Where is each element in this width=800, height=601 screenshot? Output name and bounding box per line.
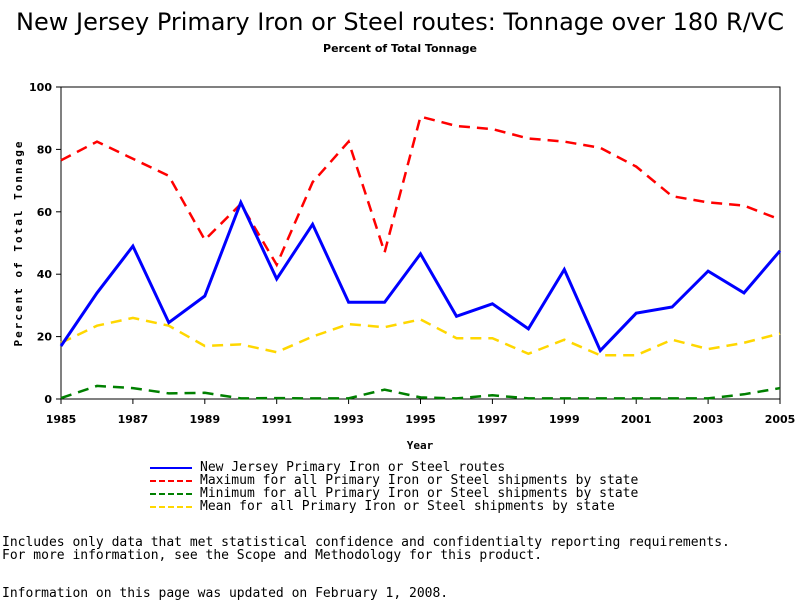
note-methodology: For more information, see the Scope and …	[2, 548, 543, 563]
x-tick-label: 1997	[477, 413, 508, 426]
x-tick-label: 1993	[333, 413, 364, 426]
series-line-2	[60, 384, 781, 400]
chart-title: New Jersey Primary Iron or Steel routes:…	[16, 8, 784, 36]
y-tick-label: 60	[37, 206, 53, 219]
y-tick-label: 100	[29, 81, 52, 94]
x-tick-label: 2003	[693, 413, 724, 426]
series-line-3	[60, 316, 781, 357]
x-tick-label: 1995	[405, 413, 436, 426]
legend-label: Mean for all Primary Iron or Steel shipm…	[200, 499, 615, 514]
x-tick-label: 1991	[261, 413, 292, 426]
note-updated: Information on this page was updated on …	[2, 586, 449, 601]
x-tick-label: 2005	[765, 413, 796, 426]
plot-frame	[60, 86, 781, 400]
series-line-1	[60, 115, 781, 268]
x-tick-label: 1987	[118, 413, 149, 426]
legend-swatch-red	[150, 480, 192, 482]
legend-swatch-blue	[150, 467, 192, 469]
x-tick-label: 1999	[549, 413, 580, 426]
x-axis-label: Year	[407, 439, 434, 452]
chart-subtitle: Percent of Total Tonnage	[323, 42, 477, 55]
x-tick-label: 2001	[621, 413, 652, 426]
series-line-0	[59, 198, 782, 354]
x-tick-label: 1985	[46, 413, 77, 426]
x-tick-label: 1989	[189, 413, 220, 426]
legend-label: Minimum for all Primary Iron or Steel sh…	[200, 486, 639, 501]
legend-swatch-green	[150, 493, 192, 495]
y-tick-label: 0	[44, 393, 52, 406]
legend-label: Maximum for all Primary Iron or Steel sh…	[200, 473, 639, 488]
legend-label: New Jersey Primary Iron or Steel routes	[200, 460, 506, 475]
y-tick-label: 20	[37, 331, 53, 344]
y-axis-label: Percent of Total Tonnage	[12, 140, 25, 347]
legend-swatch-yellow	[150, 506, 192, 508]
y-tick-label: 40	[37, 268, 53, 281]
note-confidentiality: Includes only data that met statistical …	[2, 535, 730, 550]
y-tick-label: 80	[37, 143, 53, 156]
line-chart: 1985 1987 1989 1991 1993 1995 1997 1999 2001 2003…	[12, 81, 796, 452]
